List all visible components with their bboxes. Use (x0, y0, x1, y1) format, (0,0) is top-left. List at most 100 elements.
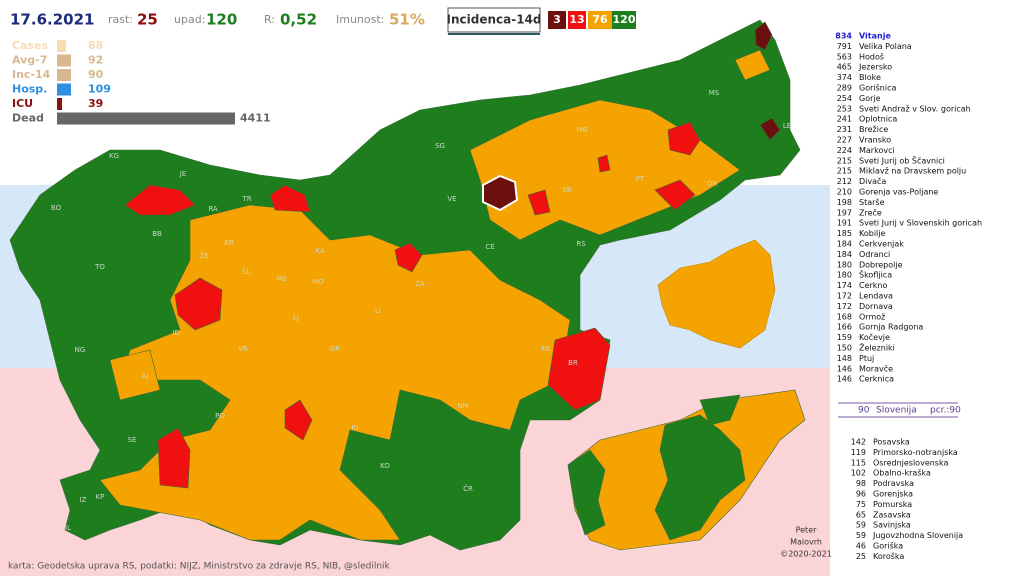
municipality-value: 374 (837, 73, 852, 82)
region-name: Osrednjeslovenska (873, 458, 948, 467)
mini-map (657, 239, 776, 349)
region-darkest (754, 21, 773, 51)
municipality-value: 185 (837, 229, 852, 238)
region-value: 46 (856, 542, 866, 551)
region-map-green (567, 449, 606, 536)
map-label: AJ (142, 372, 149, 380)
region-name: Koroška (873, 551, 904, 561)
badge (588, 11, 612, 29)
municipality-name: Markovci (859, 146, 895, 155)
map-label: RA (208, 205, 218, 213)
map-label: RS (576, 240, 586, 248)
municipality-name: Moravče (859, 363, 893, 373)
map-label: KP (96, 493, 105, 501)
municipality-name: Cerkvenjak (859, 240, 904, 249)
legend-value: 109 (88, 83, 111, 96)
region-orange (734, 49, 771, 81)
municipality-value: 166 (837, 323, 852, 332)
region-red (394, 242, 423, 273)
municipality-value: 289 (837, 84, 852, 93)
region-red (597, 154, 611, 173)
region-name: Gorenjska (873, 490, 913, 499)
municipality-value: 146 (837, 364, 852, 373)
region-value: 98 (856, 479, 866, 488)
municipality-name: Cerkno (859, 281, 888, 290)
map-label: VE (447, 195, 456, 203)
badge-label: 13 (569, 13, 584, 26)
region-map-green (654, 414, 746, 541)
legend-value: 88 (88, 39, 103, 52)
map-label: RI (352, 424, 359, 432)
region-red (174, 277, 223, 331)
legend-swatch (57, 69, 71, 81)
map-label: TO (94, 263, 105, 271)
municipality-value: 254 (837, 94, 852, 103)
map-label: KO (380, 462, 390, 470)
map-label: SG (435, 142, 445, 150)
legend-label: Hosp. (12, 83, 47, 96)
municipality-value: 215 (837, 167, 852, 176)
municipality-value: 224 (837, 146, 852, 155)
legend-label: Cases (12, 39, 49, 52)
legend-label: Avg-7 (12, 54, 47, 67)
map-label: BB (152, 230, 162, 238)
region-value: 142 (851, 438, 866, 447)
button[interactable] (447, 7, 541, 33)
map-label: KR (224, 239, 234, 247)
municipality-value: 563 (837, 52, 852, 61)
map-label: CE (485, 243, 494, 251)
legend-value: 90 (88, 68, 104, 81)
national-pcr: pcr.:90 (930, 406, 961, 416)
map-label: ŠL (242, 267, 250, 276)
municipality-name: Ptuj (859, 354, 874, 363)
badge (612, 11, 636, 29)
immunity: 51% (389, 11, 425, 29)
map-label: VR (238, 345, 248, 353)
badge (548, 11, 566, 29)
municipality-value: 172 (837, 302, 852, 311)
municipality-name: Sveti Jurij ob Ščavnici (859, 154, 945, 165)
municipality-value: 198 (837, 198, 852, 207)
r-label: R: (264, 13, 275, 26)
municipality-value: 231 (837, 125, 852, 134)
municipality-name: Gorišnica (859, 83, 896, 93)
municipality-value: 148 (837, 354, 852, 363)
growth: 25 (137, 11, 158, 29)
legend-label: ICU (12, 97, 33, 110)
municipality-name: Železniki (859, 342, 895, 353)
municipality-value: 197 (837, 208, 852, 217)
municipality-value: 180 (837, 260, 852, 269)
legend-swatch (57, 112, 235, 125)
map-label: BR (568, 359, 578, 367)
municipality-name: Vitanje (859, 32, 891, 41)
map-label: IZ (80, 496, 87, 504)
region-value: 119 (851, 448, 866, 457)
municipality-value: 212 (837, 177, 852, 186)
map-label: MB (577, 126, 588, 134)
legend-label: Inc-14 (12, 68, 51, 81)
map-label: LE (783, 122, 791, 130)
national-name: Slovenija (876, 406, 917, 416)
municipality-name: Zreče (859, 207, 882, 217)
municipality-value: 172 (837, 292, 852, 301)
map-label: MS (709, 89, 720, 97)
municipality-value: 834 (835, 32, 852, 41)
button-label[interactable]: Incidenca-14d (447, 13, 542, 27)
map-label: ŽE (199, 251, 208, 260)
region-darkest (482, 174, 519, 212)
map-label: PO (215, 412, 225, 420)
map-label: ČR (463, 484, 473, 493)
municipality-name: Bloke (859, 73, 881, 82)
region-red (667, 121, 701, 156)
map-label: PT (636, 175, 645, 183)
date: 17.6.2021 (10, 11, 94, 29)
municipality-name: Lendava (859, 292, 893, 301)
credit: Peter (796, 526, 818, 535)
municipality-value: 241 (837, 115, 852, 124)
municipality-name: Brežice (859, 125, 888, 134)
map-label: KG (109, 152, 119, 160)
decline-label: upad: (174, 13, 205, 26)
municipality-value: 174 (837, 281, 852, 290)
region-red (157, 427, 191, 489)
